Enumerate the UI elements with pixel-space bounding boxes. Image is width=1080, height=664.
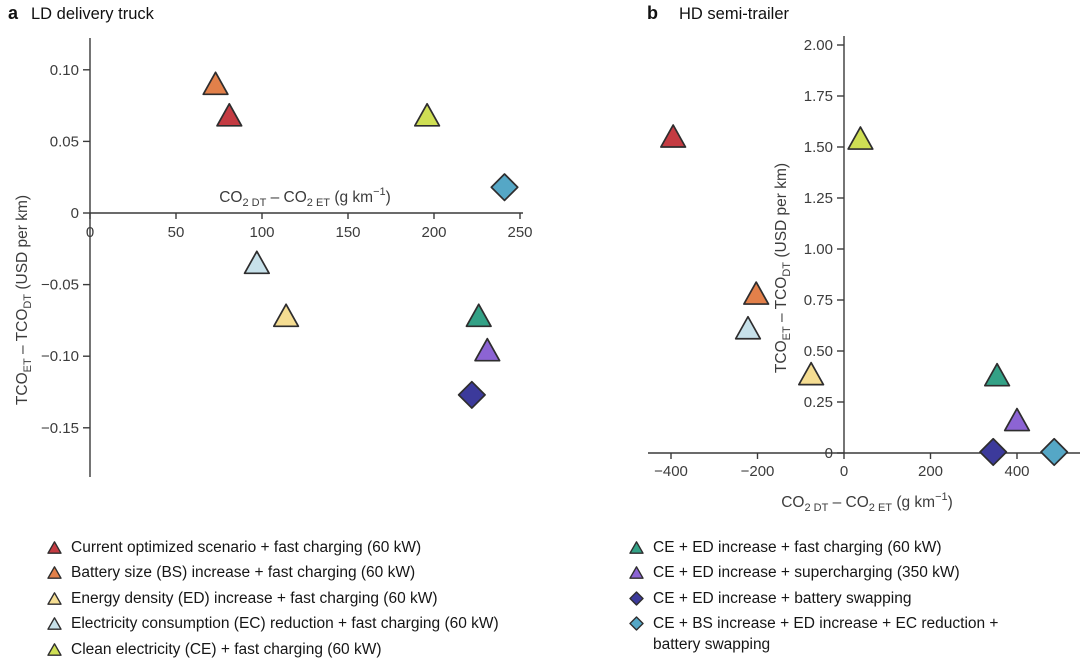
- marker-purple-a: [474, 337, 501, 362]
- panel-a-tag: a: [8, 3, 19, 23]
- marker-pale_yellow-a: [272, 303, 300, 328]
- marker-orange-a: [202, 71, 229, 96]
- legend-column-left: Current optimized scenario + fast chargi…: [47, 537, 619, 664]
- legend-item: Current optimized scenario + fast chargi…: [47, 537, 619, 562]
- x-tick-label: 50: [168, 224, 185, 241]
- marker-green-a: [465, 303, 492, 328]
- marker-indigo-b: [979, 437, 1008, 467]
- y-axis-label-b: TCOET – TCODT (USD per km): [773, 163, 793, 373]
- x-tick-label: −400: [654, 463, 688, 480]
- marker-light_blue-a: [243, 250, 270, 275]
- legend-diamond-icon: [629, 616, 644, 631]
- legend-triangle-icon: [47, 541, 62, 554]
- legend-triangle-icon: [47, 591, 62, 605]
- marker-orange-b: [743, 281, 770, 305]
- marker-red-a: [216, 102, 243, 127]
- marker-teal-a: [490, 173, 519, 202]
- x-tick-label: 0: [86, 224, 94, 241]
- x-tick-label: 0: [840, 463, 848, 480]
- marker-purple-b: [1003, 407, 1031, 432]
- y-tick-label: 0.50: [804, 343, 833, 360]
- y-tick-label: 2.00: [804, 37, 833, 54]
- y-tick-label: 1.75: [804, 88, 833, 105]
- y-tick-label: 0.05: [50, 133, 79, 150]
- legend-item-label: Battery size (BS) increase + fast chargi…: [71, 564, 416, 582]
- legend-diamond-icon: [629, 591, 644, 606]
- panel-b-tag: b: [647, 3, 658, 23]
- y-tick-label: −0.10: [41, 348, 79, 365]
- marker-light_blue-b: [734, 315, 762, 340]
- legend-triangle-icon: [629, 566, 644, 580]
- y-tick-label: 0.25: [804, 394, 833, 411]
- x-tick-label: 150: [335, 224, 360, 241]
- legend-item-label: Energy density (ED) increase + fast char…: [71, 589, 438, 607]
- legend-item-label: CE + BS increase + ED increase + EC redu…: [653, 615, 999, 654]
- legend-item: Energy density (ED) increase + fast char…: [47, 588, 619, 613]
- plot-a: 0 50 100 150 200 250 0.10 0.05 0 −0.05 −0.10 −0.15 C…: [14, 38, 533, 477]
- legend-item: Battery size (BS) increase + fast chargi…: [47, 562, 619, 587]
- marker-red-b: [660, 124, 687, 148]
- x-axis-label-b: CO2 DT – CO2 ET (g km−1): [781, 491, 953, 514]
- y-tick-label: 0: [71, 205, 79, 222]
- x-axis-label-a: CO2 DT – CO2 ET (g km−1): [219, 186, 391, 209]
- legend-item: CE + BS increase + ED increase + EC redu…: [629, 613, 1031, 655]
- x-tick-label: 100: [249, 224, 274, 241]
- marker-green-b: [983, 362, 1011, 387]
- legend-item: CE + ED increase + battery swapping: [629, 588, 1031, 613]
- x-tick-label: 400: [1004, 463, 1029, 480]
- legend-triangle-icon: [629, 541, 644, 554]
- plot-b: −400 −200 0 200 400 2.00 1.75 1.50 1.25 1.00 0.75 0…: [648, 36, 1080, 514]
- marker-yellow_green-b: [847, 126, 874, 150]
- y-tick-label: 1.00: [804, 241, 833, 258]
- legend-item-label: Current optimized scenario + fast chargi…: [71, 539, 422, 556]
- legend-item-label: CE + ED increase + battery swapping: [653, 589, 912, 607]
- legend-column-right: CE + ED increase + fast charging (60 kW)…: [629, 537, 1031, 655]
- legend-triangle-icon: [47, 617, 62, 631]
- x-tick-label: −200: [741, 463, 775, 480]
- y-tick-label: 0: [825, 445, 833, 462]
- marker-pale_yellow-b: [797, 361, 825, 386]
- legend-triangle-icon: [47, 566, 62, 580]
- x-tick-label: 200: [918, 463, 943, 480]
- panel-a-title: LD delivery truck: [31, 5, 154, 23]
- y-tick-label: 1.25: [804, 190, 833, 207]
- x-tick-label: 200: [421, 224, 446, 241]
- x-tick-label: 250: [507, 224, 532, 241]
- y-tick-label: 0.10: [50, 62, 79, 79]
- legend-item: Electricity consumption (EC) reduction +…: [47, 613, 619, 638]
- y-tick-label: −0.05: [41, 277, 79, 294]
- panel-b-title: HD semi-trailer: [679, 5, 790, 23]
- y-tick-label: 1.50: [804, 139, 833, 156]
- marker-teal-b: [1040, 437, 1069, 467]
- marker-yellow_green-a: [413, 102, 441, 127]
- legend-item: CE + ED increase + fast charging (60 kW): [629, 537, 1031, 562]
- legend-item-label: CE + ED increase + supercharging (350 kW…: [653, 564, 960, 582]
- y-axis-label-a: TCOET – TCODT (USD per km): [14, 195, 34, 405]
- legend-item: Clean electricity (CE) + fast charging (…: [47, 639, 619, 664]
- y-tick-label: 0.75: [804, 292, 833, 309]
- legend-triangle-icon: [47, 642, 62, 656]
- legend-item: CE + ED increase + supercharging (350 kW…: [629, 562, 1031, 587]
- marker-indigo-a: [457, 380, 486, 409]
- legend-item-label: Clean electricity (CE) + fast charging (…: [71, 640, 382, 658]
- legend-item-label: Electricity consumption (EC) reduction +…: [71, 615, 499, 633]
- legend-item-label: CE + ED increase + fast charging (60 kW): [653, 539, 942, 556]
- y-tick-label: −0.15: [41, 420, 79, 437]
